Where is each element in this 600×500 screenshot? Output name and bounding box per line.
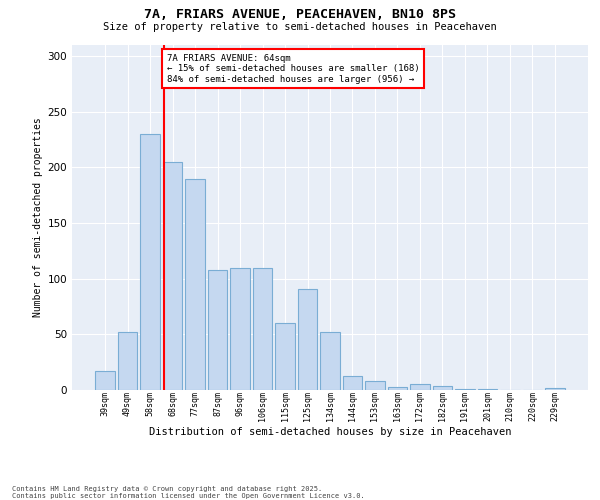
Bar xyxy=(253,268,272,390)
Bar xyxy=(95,371,115,390)
Bar xyxy=(320,332,340,390)
Bar xyxy=(208,270,227,390)
X-axis label: Distribution of semi-detached houses by size in Peacehaven: Distribution of semi-detached houses by … xyxy=(149,427,511,437)
Bar xyxy=(118,332,137,390)
Y-axis label: Number of semi-detached properties: Number of semi-detached properties xyxy=(33,118,43,318)
Bar xyxy=(230,268,250,390)
Text: 7A, FRIARS AVENUE, PEACEHAVEN, BN10 8PS: 7A, FRIARS AVENUE, PEACEHAVEN, BN10 8PS xyxy=(144,8,456,20)
Bar xyxy=(410,384,430,390)
Bar xyxy=(365,381,385,390)
Bar xyxy=(478,389,497,390)
Bar xyxy=(140,134,160,390)
Bar xyxy=(185,178,205,390)
Text: Size of property relative to semi-detached houses in Peacehaven: Size of property relative to semi-detach… xyxy=(103,22,497,32)
Text: Contains HM Land Registry data © Crown copyright and database right 2025.
Contai: Contains HM Land Registry data © Crown c… xyxy=(12,486,365,499)
Text: 7A FRIARS AVENUE: 64sqm
← 15% of semi-detached houses are smaller (168)
84% of s: 7A FRIARS AVENUE: 64sqm ← 15% of semi-de… xyxy=(167,54,419,84)
Bar xyxy=(343,376,362,390)
Bar xyxy=(388,386,407,390)
Bar xyxy=(163,162,182,390)
Bar xyxy=(545,388,565,390)
Bar xyxy=(455,389,475,390)
Bar xyxy=(433,386,452,390)
Bar xyxy=(298,288,317,390)
Bar xyxy=(275,323,295,390)
